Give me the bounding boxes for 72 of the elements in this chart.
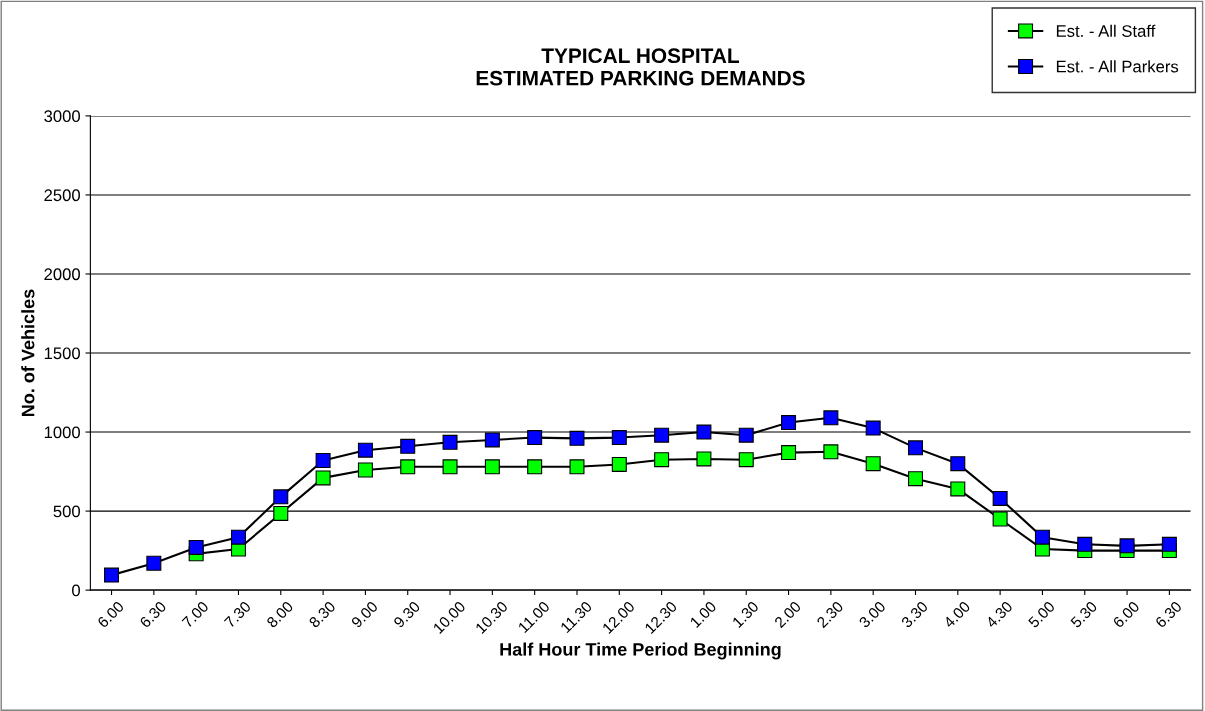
point: [781, 445, 797, 461]
point: [823, 410, 839, 426]
x-tick-label: 6.00: [1112, 600, 1141, 629]
point: [823, 444, 839, 460]
point: [696, 424, 712, 440]
x-axis-title: Half Hour Time Period Beginning: [500, 642, 781, 660]
point: [865, 456, 881, 472]
point: [400, 438, 416, 454]
y-tick-label: 2000: [44, 268, 80, 281]
point: [1161, 536, 1177, 552]
x-tick-label: 8.30: [308, 600, 337, 629]
point: [865, 420, 881, 436]
legend-label: Est. - All Parkers: [1056, 60, 1179, 73]
point: [104, 567, 120, 583]
point: [696, 451, 712, 467]
x-tick-label: 7.30: [223, 600, 252, 629]
x-tick-label: 6.30: [1154, 600, 1183, 629]
point: [315, 453, 331, 469]
y-tick-label: 2500: [44, 189, 80, 202]
y-tick-label: 0: [72, 584, 80, 597]
point: [992, 490, 1008, 506]
point: [1119, 538, 1135, 554]
legend-label: Est. - All Staff: [1056, 24, 1156, 37]
x-tick-label: 3.30: [900, 600, 929, 629]
x-tick-label: 8.00: [266, 600, 294, 629]
point: [1077, 536, 1093, 552]
point: [1034, 529, 1050, 545]
point: [442, 459, 458, 475]
point: [357, 442, 373, 458]
x-tick-label: 6.00: [96, 600, 125, 629]
point: [527, 459, 543, 475]
point: [273, 489, 289, 505]
point: [315, 470, 331, 486]
point: [569, 430, 585, 446]
y-tick-label: 3000: [44, 110, 80, 123]
point: [442, 434, 458, 450]
x-tick-label: 5.30: [1069, 600, 1098, 629]
x-tick-label: 4.00: [942, 600, 971, 629]
point: [188, 539, 204, 555]
point: [400, 459, 416, 475]
point: [569, 459, 585, 475]
y-tick-label: 1500: [44, 347, 80, 360]
point: [654, 427, 670, 443]
point: [357, 462, 373, 478]
point: [611, 430, 627, 446]
point: [738, 452, 754, 468]
y-tick-label: 1000: [44, 426, 80, 439]
point: [611, 456, 627, 472]
point: [230, 529, 246, 545]
point: [273, 505, 289, 521]
point: [654, 452, 670, 468]
point: [781, 415, 797, 431]
x-tick-label: 3.00: [858, 600, 887, 629]
chart-title: TYPICAL HOSPITAL ESTIMATED PARKING DEMANDS: [476, 48, 805, 86]
point: [484, 459, 500, 475]
x-tick-label: 4.30: [985, 600, 1014, 629]
point: [907, 440, 923, 456]
point: [950, 481, 966, 497]
point: [992, 511, 1008, 527]
point: [907, 471, 923, 487]
y-axis-title: No. of Vehicles: [21, 289, 35, 417]
x-tick-label: 9.30: [392, 600, 421, 629]
x-tick-label: 9.00: [350, 600, 379, 629]
point: [950, 456, 966, 472]
x-tick-label: 7.00: [181, 600, 210, 629]
point: [527, 430, 543, 446]
point: [484, 432, 500, 448]
y-tick-label: 500: [53, 505, 80, 518]
x-tick-label: 5.00: [1027, 600, 1056, 629]
x-tick-label: 6.30: [139, 600, 167, 629]
point: [146, 555, 162, 571]
point: [738, 427, 754, 443]
